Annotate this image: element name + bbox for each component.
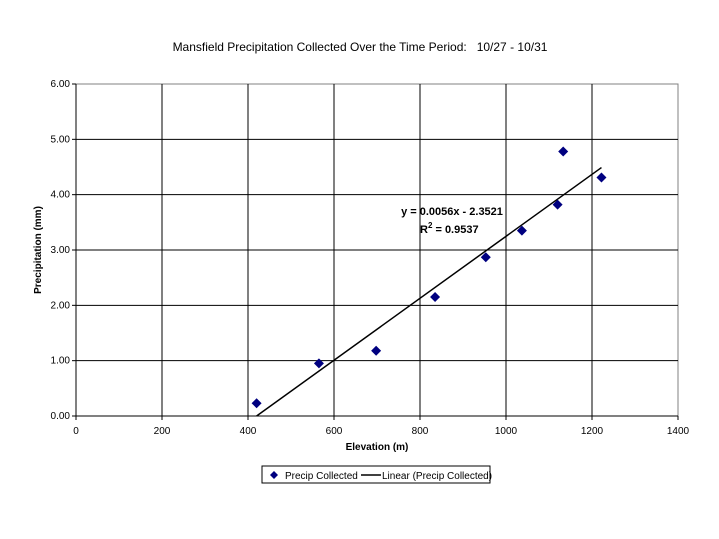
data-point (430, 292, 441, 303)
regression-equation: y = 0.0056x - 2.3521 (401, 206, 503, 218)
y-tick-label: 4.00 (51, 190, 71, 201)
legend-marker-diamond (270, 471, 278, 479)
x-tick-label: 1000 (495, 426, 518, 437)
x-axis-ticks: 0 200 400 600 800 1000 1200 1400 (73, 416, 690, 437)
data-point (313, 358, 324, 369)
x-tick-label: 600 (326, 426, 343, 437)
r-squared-prefix: R (420, 224, 428, 236)
y-axis-label: Precipitation (mm) (33, 206, 44, 294)
r-squared-value: = 0.9537 (432, 224, 478, 236)
data-point (558, 146, 569, 157)
r-squared-superscript: 2 (428, 221, 433, 230)
r-squared-label: R2 = 0.9537 (420, 221, 479, 236)
data-point (251, 398, 262, 409)
y-tick-label: 1.00 (51, 356, 71, 367)
y-tick-label: 6.00 (51, 79, 71, 90)
y-tick-label: 0.00 (51, 411, 71, 422)
x-tick-label: 1200 (581, 426, 604, 437)
x-tick-label: 800 (412, 426, 429, 437)
y-tick-label: 2.00 (51, 300, 71, 311)
data-point (480, 252, 491, 263)
x-tick-label: 200 (154, 426, 171, 437)
y-tick-label: 5.00 (51, 134, 71, 145)
data-point (596, 172, 607, 183)
x-tick-label: 0 (73, 426, 79, 437)
legend: Precip Collected Linear (Precip Collecte… (261, 465, 492, 484)
y-tick-label: 3.00 (51, 245, 71, 256)
y-axis-ticks: 0.00 1.00 2.00 3.00 4.00 5.00 6.00 (51, 79, 76, 422)
x-tick-label: 1400 (667, 426, 690, 437)
legend-label-series: Precip Collected (285, 471, 358, 482)
data-point (552, 199, 563, 210)
linear-trendline (256, 166, 602, 417)
grid-lines (76, 84, 678, 416)
data-point (371, 345, 382, 356)
legend-label-trendline: Linear (Precip Collected) (382, 471, 492, 482)
x-axis-label: Elevation (m) (346, 442, 409, 453)
data-point (516, 225, 527, 236)
chart-title: Mansfield Precipitation Collected Over t… (173, 40, 548, 54)
data-points (251, 146, 607, 409)
x-tick-label: 400 (240, 426, 257, 437)
